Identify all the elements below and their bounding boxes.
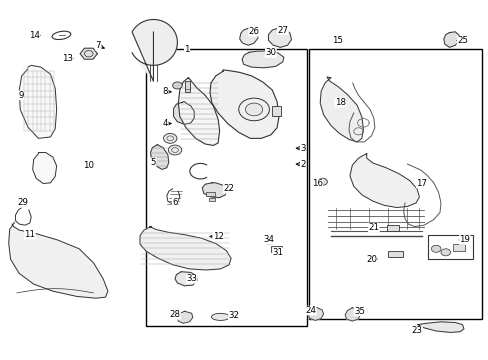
Bar [146,49,306,327]
Circle shape [440,249,449,256]
Polygon shape [9,222,108,298]
Text: 16: 16 [311,179,322,188]
Bar [271,246,281,252]
Polygon shape [33,153,57,184]
Text: 11: 11 [24,230,35,239]
Polygon shape [443,32,458,48]
Text: 9: 9 [18,91,23,100]
Bar [427,235,472,259]
Text: 18: 18 [334,98,345,107]
Polygon shape [178,78,219,145]
Bar [387,251,402,257]
Polygon shape [132,19,177,81]
Text: 35: 35 [353,307,364,316]
Polygon shape [239,28,257,45]
Bar [386,225,399,231]
Text: 29: 29 [18,198,28,207]
Circle shape [430,245,440,252]
Polygon shape [173,102,194,124]
Bar [272,106,280,116]
Text: 2: 2 [300,159,305,168]
Text: 28: 28 [169,310,180,319]
Polygon shape [349,154,419,207]
Polygon shape [320,77,363,142]
Text: 5: 5 [150,158,156,167]
Polygon shape [417,322,463,332]
Text: 34: 34 [263,235,274,244]
Text: 8: 8 [163,87,168,96]
Text: 21: 21 [367,223,379,232]
Polygon shape [345,308,360,321]
Polygon shape [19,66,57,138]
Polygon shape [307,307,323,320]
Text: 4: 4 [163,119,168,128]
Text: 17: 17 [415,179,427,188]
Text: 22: 22 [223,184,234,193]
Text: 14: 14 [29,31,40,40]
Polygon shape [80,48,97,59]
Polygon shape [150,145,168,170]
Bar [308,49,481,319]
Text: 30: 30 [265,49,276,58]
Bar [208,198,215,201]
Text: 10: 10 [83,161,94,170]
Text: 33: 33 [186,274,197,283]
Circle shape [163,134,177,143]
Bar [452,244,464,251]
Polygon shape [268,28,291,48]
Text: 7: 7 [95,41,101,50]
Text: 27: 27 [277,26,288,35]
Polygon shape [209,70,279,138]
Circle shape [172,82,182,89]
Polygon shape [177,311,192,323]
Text: 24: 24 [305,306,315,315]
Text: 25: 25 [456,36,467,45]
Bar [184,81,190,92]
Text: 19: 19 [459,235,469,244]
Text: 32: 32 [228,311,239,320]
Bar [265,238,272,244]
Ellipse shape [211,313,229,320]
Text: 23: 23 [411,327,422,336]
Circle shape [245,103,262,116]
Polygon shape [175,272,197,286]
Circle shape [317,178,327,185]
Polygon shape [242,51,283,68]
Text: 13: 13 [61,54,73,63]
Text: 6: 6 [172,198,178,207]
Polygon shape [140,226,231,270]
Text: 3: 3 [300,144,305,153]
Text: 31: 31 [272,248,283,257]
Text: 1: 1 [184,45,189,54]
Text: 20: 20 [365,255,376,264]
Circle shape [168,145,182,155]
Polygon shape [202,183,226,198]
Text: 12: 12 [212,232,223,241]
Bar [206,192,214,196]
Text: 15: 15 [332,36,343,45]
Text: 26: 26 [248,27,259,36]
